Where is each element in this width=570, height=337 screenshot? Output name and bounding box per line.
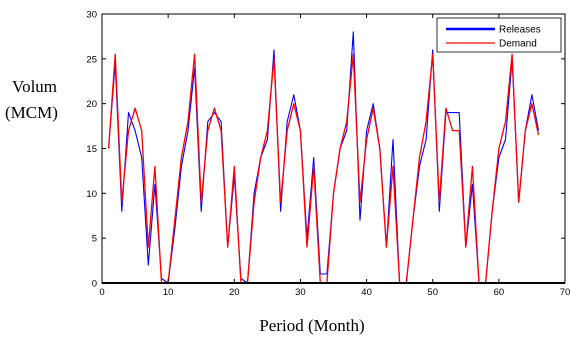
y-tick-label: 0 — [92, 279, 97, 290]
y-axis-title-line2: (MCM) — [5, 103, 58, 122]
x-tick-label: 20 — [229, 287, 240, 298]
y-tick-label: 30 — [86, 10, 97, 21]
legend-box — [436, 17, 562, 53]
y-tick-label: 15 — [86, 144, 97, 155]
y-tick-label: 20 — [86, 99, 97, 110]
y-tick-label: 25 — [86, 54, 97, 65]
y-tick-label: 5 — [92, 234, 97, 245]
x-tick-label: 30 — [295, 287, 306, 298]
legend-label-releases: Releases — [499, 25, 541, 36]
x-tick-label: 70 — [560, 287, 570, 298]
plot-frame — [101, 13, 566, 284]
y-axis-title-line1: Volum — [12, 77, 57, 96]
x-tick-label: 50 — [427, 287, 438, 298]
plot-area: 0 10 20 30 40 50 60 70 0 5 10 15 20 25 30 — [86, 10, 570, 299]
x-tick-label: 60 — [494, 287, 505, 298]
series-group — [102, 31, 565, 284]
y-tick-label: 10 — [86, 189, 97, 200]
ticks-group: 0 10 20 30 40 50 60 70 0 5 10 15 20 25 30 — [86, 10, 570, 299]
legend-label-demand: Demand — [499, 39, 537, 50]
x-tick-label: 10 — [163, 287, 174, 298]
legend: Releases Demand — [436, 17, 562, 53]
x-axis-title: Period (Month) — [259, 316, 364, 335]
x-tick-label: 0 — [99, 287, 104, 298]
x-tick-label: 40 — [361, 287, 372, 298]
